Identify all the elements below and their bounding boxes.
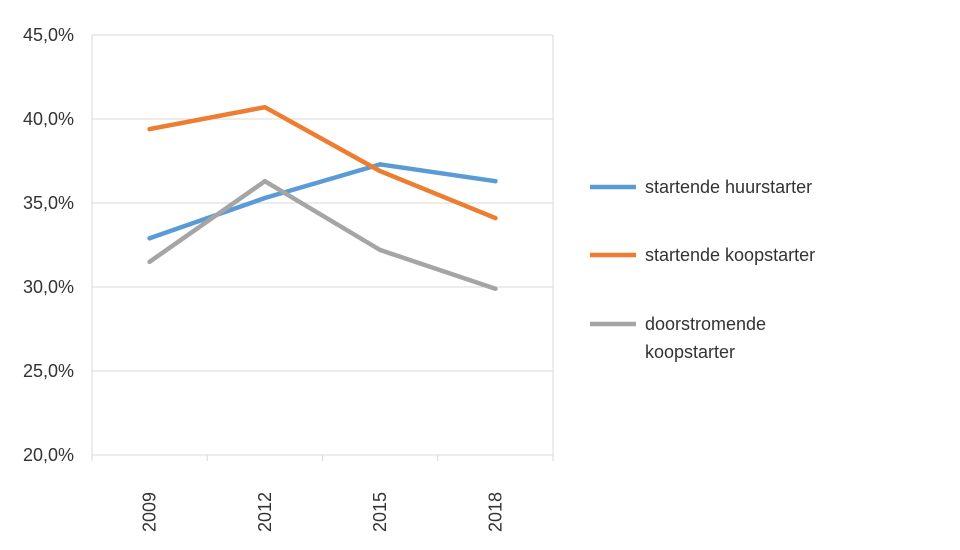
legend: startende huurstarter startende koopstart… — [590, 177, 815, 362]
y-tick-label: 45,0% — [23, 25, 74, 45]
data-point — [147, 236, 152, 241]
series-line — [147, 162, 498, 241]
legend-label: koopstarter — [645, 342, 735, 362]
data-point — [147, 126, 152, 132]
y-tick-label: 35,0% — [23, 193, 74, 213]
data-point — [377, 168, 383, 174]
data-point — [493, 286, 498, 291]
data-point — [377, 162, 383, 167]
x-tick-label: 2015 — [370, 492, 390, 532]
data-point — [147, 259, 152, 264]
legend-label: startende huurstarter — [645, 177, 812, 197]
y-tick-label: 30,0% — [23, 277, 74, 297]
y-tick-label: 25,0% — [23, 361, 74, 381]
series — [147, 104, 498, 291]
data-point — [262, 105, 268, 110]
legend-label: doorstromende — [645, 314, 766, 334]
x-tick-label: 2018 — [485, 492, 505, 532]
series-line — [147, 178, 498, 291]
y-tick-label: 40,0% — [23, 109, 74, 129]
x-tick-label: 2009 — [140, 492, 160, 532]
legend-label: startende koopstarter — [645, 245, 815, 265]
data-point — [262, 195, 268, 201]
grid — [92, 34, 553, 456]
series-line — [147, 104, 498, 221]
data-point — [377, 247, 383, 253]
data-point — [493, 215, 498, 221]
y-tick-label: 20,0% — [23, 445, 74, 465]
x-tick-label: 2012 — [255, 492, 275, 532]
data-point — [262, 178, 268, 184]
data-point — [493, 178, 498, 184]
axes: 20,0% 25,0% 30,0% 35,0% 40,0% 45,0% 2009 2012 20… — [23, 25, 554, 532]
